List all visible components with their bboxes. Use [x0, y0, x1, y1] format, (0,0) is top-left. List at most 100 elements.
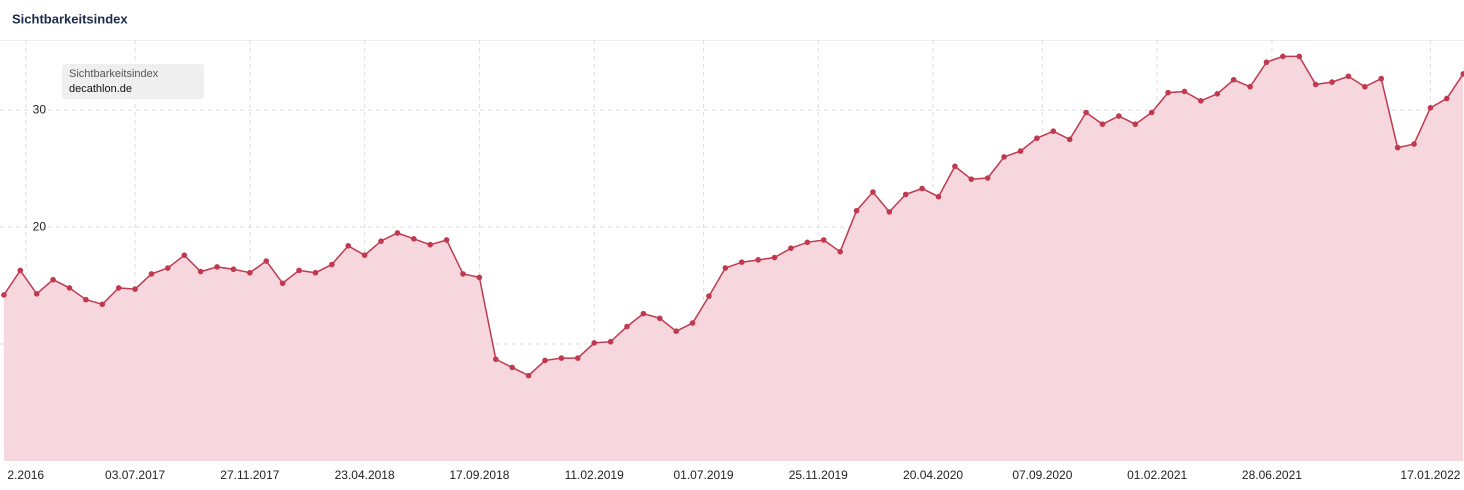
data-point: [1165, 89, 1171, 96]
data-point: [1214, 90, 1221, 97]
data-point: [837, 248, 843, 255]
data-point: [1083, 109, 1089, 116]
x-tick-label: 11.02.2019: [565, 468, 624, 482]
data-point: [952, 163, 958, 170]
x-tick-label: 23.04.2018: [335, 468, 395, 482]
data-point: [329, 261, 335, 268]
data-point: [1230, 76, 1237, 83]
data-point: [493, 356, 499, 363]
data-point: [460, 271, 466, 277]
data-point: [1263, 59, 1270, 66]
data-point: [1411, 141, 1417, 147]
x-tick-label: 01.07.2019: [673, 468, 733, 482]
plot-area: 2.2016 03.07.2017 27.11.2017 23.04.2018 17.0…: [0, 40, 1464, 482]
data-point: [1099, 121, 1106, 127]
legend-box: [62, 64, 204, 99]
data-point: [33, 290, 40, 297]
data-point: [558, 355, 565, 361]
data-point: [656, 315, 663, 322]
y-tick-label: 20: [33, 219, 47, 233]
data-point: [132, 286, 138, 292]
data-point: [1148, 109, 1155, 116]
data-point: [722, 265, 729, 271]
data-point: [1444, 95, 1450, 102]
data-point: [1181, 88, 1188, 95]
data-point: [312, 269, 319, 276]
data-point: [214, 264, 220, 270]
data-point: [1198, 98, 1204, 104]
data-point: [1132, 121, 1139, 127]
data-point: [1345, 73, 1352, 80]
data-point: [345, 243, 352, 249]
data-point: [574, 355, 581, 361]
data-point: [1280, 53, 1286, 60]
data-point: [1017, 148, 1024, 154]
data-point: [296, 267, 302, 274]
data-point: [902, 191, 909, 198]
data-point: [804, 239, 811, 246]
data-point: [263, 258, 270, 264]
data-point: [820, 237, 827, 243]
data-point: [771, 254, 778, 261]
data-point: [181, 252, 188, 258]
data-point: [1, 292, 7, 298]
data-point: [83, 296, 89, 303]
data-point: [476, 274, 483, 281]
data-point: [886, 209, 893, 215]
data-point: [1034, 135, 1040, 142]
data-point: [689, 320, 696, 326]
x-tick-label: 20.04.2020: [903, 468, 963, 482]
data-point: [1296, 53, 1303, 60]
data-point: [870, 189, 876, 195]
data-point: [542, 357, 548, 364]
data-point: [755, 257, 761, 263]
data-point: [673, 328, 679, 334]
data-point: [1247, 83, 1253, 90]
data-point: [738, 259, 745, 265]
data-point: [230, 266, 237, 273]
area-fill: [3, 56, 1464, 462]
data-point: [50, 276, 56, 283]
x-tick-label: 17.01.2022: [1400, 468, 1460, 482]
data-point: [148, 271, 155, 277]
data-point: [411, 236, 417, 242]
data-point: [1312, 81, 1319, 88]
data-point: [1116, 113, 1122, 119]
data-point: [624, 323, 630, 330]
data-point: [607, 338, 614, 345]
data-point: [706, 293, 712, 299]
data-point: [165, 265, 171, 271]
data-point: [197, 268, 204, 275]
x-tick-label: 03.07.2017: [105, 468, 165, 482]
data-point: [935, 193, 942, 200]
data-point: [443, 237, 450, 243]
x-tick-label: 07.09.2020: [1012, 468, 1072, 482]
data-point: [525, 372, 532, 379]
data-point: [427, 241, 434, 248]
data-point: [919, 185, 925, 192]
data-point: [591, 340, 597, 346]
data-point: [1050, 128, 1057, 135]
legend: Sichtbarkeitsindex decathlon.de: [62, 64, 204, 99]
chart-title: Sichtbarkeitsindex: [12, 11, 128, 26]
data-point: [1362, 83, 1368, 90]
data-point: [788, 245, 794, 251]
x-tick-label: 27.11.2017: [220, 468, 279, 482]
data-point: [853, 207, 860, 214]
data-point: [394, 230, 401, 236]
x-tick-label: 25.11.2019: [789, 468, 848, 482]
data-point: [968, 176, 975, 182]
data-point: [66, 285, 73, 291]
data-point: [1427, 105, 1434, 111]
data-point: [1378, 75, 1385, 82]
data-point: [509, 364, 516, 371]
data-point: [279, 280, 286, 287]
x-tick-label: 17.09.2018: [449, 468, 509, 482]
data-point: [115, 285, 122, 291]
data-point: [247, 269, 253, 276]
x-tick-label: 28.06.2021: [1242, 468, 1302, 482]
data-point: [378, 238, 384, 244]
data-point: [1066, 136, 1073, 143]
